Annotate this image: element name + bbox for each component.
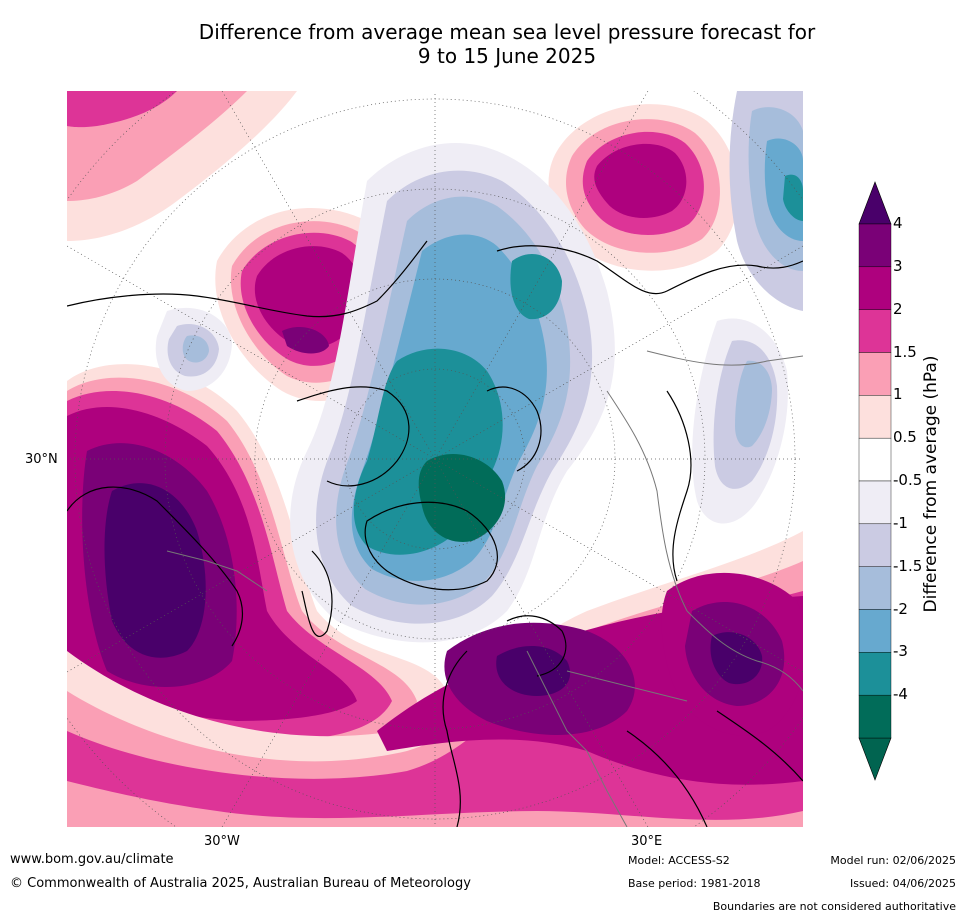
colorbar-segment (858, 223, 892, 268)
colorbar (855, 180, 965, 790)
colorbar-segment (858, 694, 892, 739)
coastlines (67, 240, 803, 827)
colorbar-tick-label: -4 (893, 685, 908, 704)
footer-website: www.bom.gov.au/climate (10, 852, 174, 867)
colorbar-tick-label: -1 (893, 513, 908, 532)
colorbar-segment (858, 437, 892, 482)
colorbar-svg (858, 181, 892, 781)
map-canvas (67, 91, 803, 827)
positive-anomaly-pacific (67, 364, 447, 791)
title-line-1: Difference from average mean sea level p… (198, 20, 816, 44)
borders (166, 350, 803, 827)
footer-model: Model: ACCESS-S2 (628, 854, 730, 867)
footer-model-run: Model run: 02/06/2025 (830, 854, 956, 867)
footer-copyright: © Commonwealth of Australia 2025, Austra… (10, 876, 471, 891)
footer-disclaimer: Boundaries are not considered authoritat… (712, 900, 956, 913)
colorbar-tick-label: 3 (893, 256, 903, 275)
colorbar-tick-label: -3 (893, 642, 908, 661)
colorbar-tick-label: 2 (893, 299, 903, 318)
colorbar-segment (858, 566, 892, 610)
colorbar-tick-label: 1 (893, 385, 903, 404)
footer-base-period: Base period: 1981-2018 (628, 877, 761, 890)
colorbar-tick-label: -2 (893, 599, 908, 618)
colorbar-segment (858, 395, 892, 439)
colorbar-segment (858, 352, 892, 396)
colorbar-tick-label: 4 (893, 214, 903, 232)
lon-label-30w: 30°W (204, 834, 240, 849)
colorbar-tick-label: 1.5 (893, 342, 917, 361)
positive-anomaly-europe (444, 572, 803, 736)
colorbar-segment (858, 480, 892, 525)
negative-anomaly-arctic (290, 142, 615, 643)
colorbar-tick-label: -1.5 (893, 556, 923, 575)
colorbar-segment (858, 523, 892, 567)
map-title: Difference from average mean sea level p… (0, 20, 965, 68)
colorbar-under-arrow (858, 737, 892, 781)
pressure-anomaly-map (67, 91, 803, 827)
colorbar-segment (858, 266, 892, 310)
colorbar-segment (858, 309, 892, 353)
colorbar-over-arrow (858, 181, 892, 225)
colorbar-tick-label: -0.5 (893, 471, 923, 489)
graticule (67, 91, 803, 827)
colorbar-tick-label: 0.5 (893, 428, 917, 447)
colorbar-segment (858, 652, 892, 696)
positive-anomaly-north-atlantic (548, 104, 739, 271)
lon-label-30e: 30°E (631, 834, 663, 849)
lat-label-30n: 30°N (25, 452, 58, 467)
colorbar-title: Difference from average (hPa) (921, 355, 941, 613)
colorbar-segment (858, 609, 892, 653)
footer-issued: Issued: 04/06/2025 (849, 877, 956, 890)
title-line-2: 9 to 15 June 2025 (417, 44, 597, 68)
